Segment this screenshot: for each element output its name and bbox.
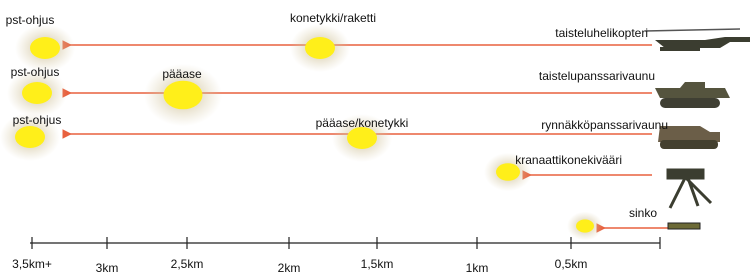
range-diagram: taisteluhelikopteri taistelupanssarivaun… [0,0,754,274]
scale-label: 3,5km+ [12,257,52,271]
effect-label: pst-ohjus [11,65,60,79]
weapon-label: taistelupanssarivaunu [539,69,655,83]
weapon-label: rynnäkköpanssarivaunu [541,118,668,132]
effect-label: pst-ohjus [13,113,62,127]
blast [15,126,45,148]
blast [30,37,60,59]
scale-label: 1km [466,261,489,274]
ifv-tracks [660,140,718,149]
blast [22,82,52,104]
blast [305,37,335,59]
scale-label: 3km [96,261,119,274]
scale-label: 1,5km [361,257,394,271]
tank-icon [655,82,730,98]
effect-label: pääase [162,67,202,81]
launcher-icon [668,223,700,229]
explosions [0,24,603,240]
page: {"weapons":[ {"label":"taisteluhelikopte… [0,0,754,274]
blast [576,219,594,232]
blast [164,81,203,110]
weapon-label: sinko [629,206,657,220]
effect-label: pääase/konetykki [316,116,409,130]
blast [347,127,377,149]
tank-tracks [660,98,720,108]
grenade-launcher-icon [668,170,711,208]
scale-label: 2,5km [171,257,204,271]
effect-label: konetykki/raketti [290,11,376,25]
weapon-label: kranaattikonekivääri [515,153,622,167]
weapon-label: taisteluhelikopteri [555,26,648,40]
effect-label: pst-ohjus [6,13,55,27]
scale-label: 0,5km [555,257,588,271]
scale-label: 2km [278,261,301,274]
helicopter-icon [655,37,750,51]
rotor [645,29,740,31]
